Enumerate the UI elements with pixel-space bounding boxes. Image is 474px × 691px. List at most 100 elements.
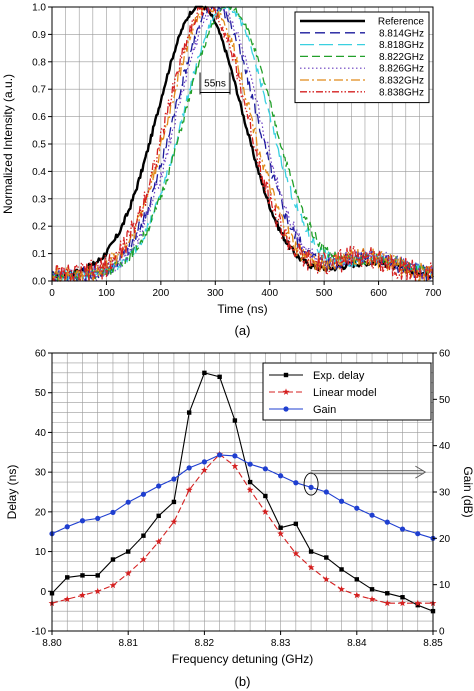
x-tick-label: 8.81 (118, 638, 138, 649)
data-point-linear-model (155, 538, 163, 545)
panel-b-series (48, 370, 437, 614)
data-point-gain (308, 484, 314, 490)
y-tick-label: 0.5 (32, 140, 46, 151)
data-point-exp-delay (171, 499, 177, 505)
data-point-gain (262, 466, 268, 472)
legend-label: 8.826GHz (379, 64, 424, 75)
panel-b-annotations (303, 465, 427, 496)
data-point-gain (384, 519, 390, 525)
legend-box (294, 11, 430, 104)
y2-tick-label: 50 (439, 395, 451, 406)
data-point-gain (110, 509, 116, 515)
data-point-linear-model (368, 595, 376, 603)
data-point-gain (323, 489, 329, 495)
data-point-exp-delay (415, 602, 420, 608)
data-point-linear-model (277, 530, 284, 537)
data-point-exp-delay (308, 549, 314, 554)
x-tick-label: 8.85 (423, 638, 443, 649)
data-point-linear-model (63, 595, 71, 603)
y2-tick-label: 30 (439, 488, 451, 499)
y-tick-label: 60 (35, 349, 47, 360)
data-point-linear-model (140, 555, 147, 563)
data-point-linear-model (170, 518, 178, 525)
x-tick-label: 8.82 (195, 638, 215, 649)
data-point-exp-delay (278, 525, 283, 530)
data-point-exp-delay (232, 418, 238, 423)
panel-b-legend: Exp. delay Linear model Gain (262, 362, 432, 421)
x-tick-label: 8.80 (42, 638, 62, 649)
series-line-8-838ghz (51, 6, 434, 282)
data-point-linear-model (109, 581, 117, 589)
data-point-linear-model (414, 599, 422, 607)
legend-label: 8.832GHz (379, 76, 424, 87)
data-point-gain (125, 499, 131, 505)
data-point-exp-delay (95, 573, 100, 578)
y2-tick-label: 0 (439, 627, 445, 638)
legend-marker (283, 406, 289, 412)
panel-a-annotation-55ns: 55ns (199, 72, 231, 95)
data-point-exp-delay (126, 549, 131, 554)
data-point-gain (293, 480, 299, 486)
data-point-exp-delay (80, 573, 85, 578)
panel-b-x-axis-label: Frequency detuning (GHz) (172, 652, 313, 666)
y2-tick-label: 10 (439, 580, 451, 591)
panel-b-y-axis-label: Delay (ns) (5, 465, 19, 520)
y-tick-label: 0.6 (32, 112, 46, 123)
data-point-exp-delay (263, 493, 268, 499)
axis-arrow-head (415, 465, 427, 479)
x-tick-label: 8.83 (271, 638, 291, 649)
data-point-exp-delay (293, 521, 299, 526)
data-point-gain (354, 505, 360, 511)
y-tick-label: 0.8 (32, 57, 46, 68)
y-tick-label: 0.3 (32, 194, 46, 205)
data-point-linear-model (246, 486, 254, 493)
panel-a-series (51, 5, 434, 282)
data-point-exp-delay (354, 577, 359, 582)
y2-tick-label: 20 (439, 534, 451, 545)
data-point-gain (186, 465, 192, 471)
data-point-exp-delay (217, 374, 222, 380)
data-point-gain (399, 526, 406, 532)
y-tick-label: 40 (35, 428, 47, 439)
data-point-linear-model (94, 587, 102, 595)
legend-label: Exp. delay (313, 370, 365, 382)
series-line-8-832ghz (51, 6, 434, 282)
data-point-linear-model (383, 599, 391, 607)
data-point-linear-model (338, 585, 345, 593)
panel-b-right-axis-label: Gain (dB) (461, 466, 474, 517)
data-point-exp-delay (385, 591, 390, 596)
data-point-gain (156, 483, 162, 489)
legend-marker (283, 372, 289, 378)
legend-label: 8.822GHz (379, 52, 424, 63)
panel-a-ticks: 0 100 200 300 400 500 600 700 0.0 0.1 0.2 0.3 0.4 0.5… (32, 3, 442, 300)
data-point-linear-model (261, 508, 269, 515)
panel-a-x-axis-label: Time (ns) (217, 302, 267, 316)
data-point-gain (171, 476, 177, 482)
series-line-linear-model (51, 453, 433, 604)
data-point-gain (64, 524, 70, 530)
data-point-gain (95, 515, 101, 522)
y-tick-label: 0 (40, 587, 46, 598)
data-point-gain (217, 452, 223, 458)
data-point-gain (247, 461, 253, 467)
y-tick-label: 0.9 (32, 30, 46, 41)
data-point-exp-delay (324, 555, 329, 560)
panel-a-grid (52, 7, 433, 281)
series-line-gain (51, 454, 434, 539)
data-point-linear-model (124, 569, 132, 577)
data-point-linear-model (353, 591, 361, 599)
y-tick-label: 0.0 (32, 277, 46, 288)
legend-label: Gain (313, 404, 336, 416)
data-point-linear-model (322, 575, 330, 583)
data-point-linear-model (185, 486, 193, 493)
data-point-gain (79, 518, 86, 524)
series-line-8-826ghz (51, 6, 434, 282)
data-point-exp-delay (247, 479, 253, 485)
series-line-8-822ghz (51, 6, 434, 282)
legend-label: Linear model (313, 387, 377, 399)
y-tick-label: 10 (35, 547, 47, 558)
x-tick-label: 0 (49, 288, 55, 299)
data-point-linear-model (399, 599, 406, 607)
data-point-exp-delay (156, 513, 161, 519)
y-tick-label: 30 (35, 468, 47, 479)
